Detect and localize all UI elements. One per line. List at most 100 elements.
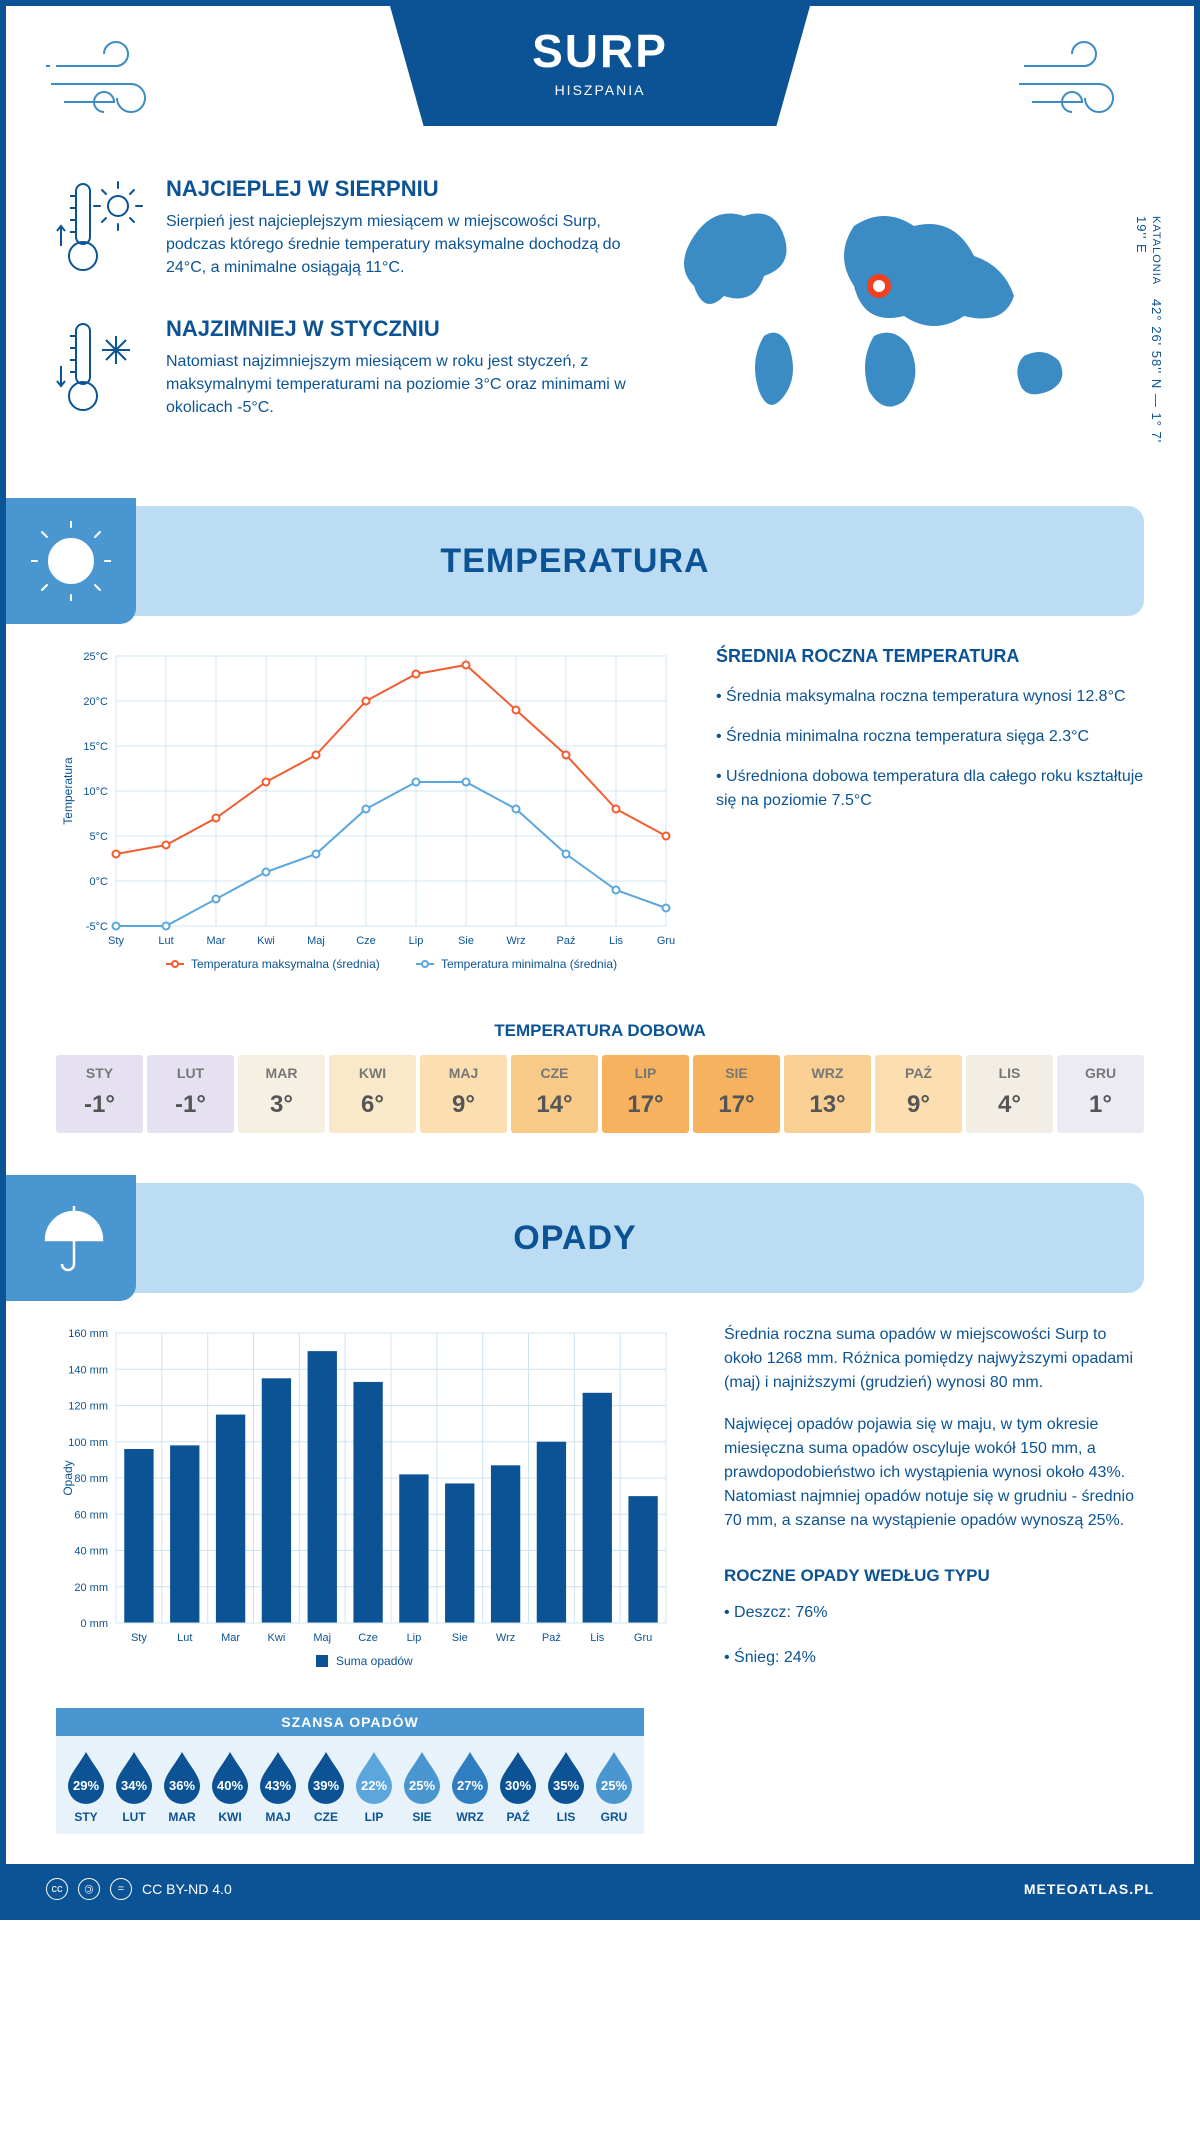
footer: cc 🄯 = CC BY-ND 4.0 METEOATLAS.PL bbox=[6, 1864, 1194, 1914]
temp-info-bullet: • Średnia maksymalna roczna temperatura … bbox=[716, 685, 1144, 709]
svg-text:Sty: Sty bbox=[131, 1632, 147, 1644]
svg-text:Suma opadów: Suma opadów bbox=[336, 1654, 413, 1668]
dobowa-cell: KWI6° bbox=[329, 1055, 416, 1133]
dobowa-cell: SIE17° bbox=[693, 1055, 780, 1133]
svg-text:Lut: Lut bbox=[177, 1632, 192, 1644]
site-name: METEOATLAS.PL bbox=[1024, 1881, 1154, 1897]
svg-text:80 mm: 80 mm bbox=[74, 1473, 108, 1485]
section-title: TEMPERATURA bbox=[440, 542, 709, 581]
svg-text:29%: 29% bbox=[73, 1778, 99, 1793]
precip-text: Średnia roczna suma opadów w miejscowośc… bbox=[724, 1323, 1144, 1395]
page-subtitle: HISZPANIA bbox=[390, 82, 810, 98]
fact-coldest: NAJZIMNIEJ W STYCZNIU Natomiast najzimni… bbox=[56, 316, 634, 426]
dobowa-cell: LUT-1° bbox=[147, 1055, 234, 1133]
thermometer-sun-icon bbox=[56, 176, 146, 286]
dobowa-cell: STY-1° bbox=[56, 1055, 143, 1133]
svg-text:40 mm: 40 mm bbox=[74, 1546, 108, 1558]
precip-text: Najwięcej opadów pojawia się w maju, w t… bbox=[724, 1413, 1144, 1533]
thermometer-snow-icon bbox=[56, 316, 146, 426]
temp-info-bullet: • Uśredniona dobowa temperatura dla całe… bbox=[716, 765, 1144, 813]
precip-type-title: ROCZNE OPADY WEDŁUG TYPU bbox=[724, 1563, 1144, 1589]
by-icon: 🄯 bbox=[78, 1878, 100, 1900]
svg-text:Maj: Maj bbox=[307, 935, 325, 947]
svg-text:120 mm: 120 mm bbox=[68, 1401, 108, 1413]
section-banner-temperature: TEMPERATURA bbox=[6, 506, 1144, 616]
svg-text:Sie: Sie bbox=[458, 935, 474, 947]
svg-text:0 mm: 0 mm bbox=[81, 1618, 109, 1630]
dobowa-cell: LIS4° bbox=[966, 1055, 1053, 1133]
fact-title: NAJCIEPLEJ W SIERPNIU bbox=[166, 176, 634, 202]
svg-text:43%: 43% bbox=[265, 1778, 291, 1793]
svg-text:25°C: 25°C bbox=[83, 651, 108, 663]
svg-text:140 mm: 140 mm bbox=[68, 1364, 108, 1376]
dobowa-cell: LIP17° bbox=[602, 1055, 689, 1133]
rain-chance-drop: 27% WRZ bbox=[448, 1750, 492, 1824]
szansa-block: SZANSA OPADÓW 29% STY 34% LUT 36% MAR 40… bbox=[56, 1708, 644, 1834]
svg-text:60 mm: 60 mm bbox=[74, 1509, 108, 1521]
fact-text: Natomiast najzimniejszym miesiącem w rok… bbox=[166, 350, 634, 420]
svg-text:0°C: 0°C bbox=[90, 876, 109, 888]
svg-text:Wrz: Wrz bbox=[506, 935, 525, 947]
dobowa-title: TEMPERATURA DOBOWA bbox=[56, 1021, 1144, 1041]
svg-text:Cze: Cze bbox=[356, 935, 376, 947]
dobowa-cell: WRZ13° bbox=[784, 1055, 871, 1133]
dobowa-cell: CZE14° bbox=[511, 1055, 598, 1133]
wind-icon bbox=[1014, 36, 1154, 126]
umbrella-icon bbox=[6, 1175, 136, 1301]
svg-text:39%: 39% bbox=[313, 1778, 339, 1793]
rain-chance-drop: 35% LIS bbox=[544, 1750, 588, 1824]
svg-text:Paź: Paź bbox=[542, 1632, 561, 1644]
svg-text:Temperatura minimalna (średnia: Temperatura minimalna (średnia) bbox=[441, 957, 617, 971]
svg-text:Lis: Lis bbox=[590, 1632, 605, 1644]
fact-text: Sierpień jest najcieplejszym miesiącem w… bbox=[166, 210, 634, 280]
svg-text:-5°C: -5°C bbox=[86, 921, 108, 933]
precip-type-rain: • Deszcz: 76% bbox=[724, 1599, 1144, 1626]
svg-text:Mar: Mar bbox=[207, 935, 226, 947]
svg-text:Paź: Paź bbox=[557, 935, 576, 947]
precip-chart: 0 mm 20 mm 40 mm 60 mm 80 mm 100 mm 120 mm 140 … bbox=[56, 1323, 684, 1688]
svg-text:Lis: Lis bbox=[609, 935, 624, 947]
svg-text:30%: 30% bbox=[505, 1778, 531, 1793]
svg-text:27%: 27% bbox=[457, 1778, 483, 1793]
sun-icon bbox=[6, 498, 136, 624]
svg-text:Lip: Lip bbox=[409, 935, 424, 947]
page-title: SURP bbox=[390, 24, 810, 78]
fact-title: NAJZIMNIEJ W STYCZNIU bbox=[166, 316, 634, 342]
svg-text:Kwi: Kwi bbox=[257, 935, 275, 947]
svg-text:160 mm: 160 mm bbox=[68, 1328, 108, 1340]
title-banner: SURP HISZPANIA bbox=[390, 6, 810, 126]
temperature-chart: -5°C0°C5°C10°C15°C20°C25°CStyLutMarKwiMa… bbox=[56, 646, 676, 991]
svg-text:100 mm: 100 mm bbox=[68, 1437, 108, 1449]
rain-chance-drop: 39% CZE bbox=[304, 1750, 348, 1824]
svg-text:5°C: 5°C bbox=[90, 831, 109, 843]
rain-chance-drop: 43% MAJ bbox=[256, 1750, 300, 1824]
svg-text:10°C: 10°C bbox=[83, 786, 108, 798]
dobowa-cell: GRU1° bbox=[1057, 1055, 1144, 1133]
svg-text:Maj: Maj bbox=[313, 1632, 331, 1644]
cc-icon: cc bbox=[46, 1878, 68, 1900]
rain-chance-drop: 30% PAŹ bbox=[496, 1750, 540, 1824]
svg-text:25%: 25% bbox=[409, 1778, 435, 1793]
svg-text:Sty: Sty bbox=[108, 935, 124, 947]
rain-chance-drop: 22% LIP bbox=[352, 1750, 396, 1824]
svg-text:Sie: Sie bbox=[452, 1632, 468, 1644]
rain-chance-drop: 25% GRU bbox=[592, 1750, 636, 1824]
svg-text:Gru: Gru bbox=[634, 1632, 652, 1644]
dobowa-cell: MAJ9° bbox=[420, 1055, 507, 1133]
svg-text:Mar: Mar bbox=[221, 1632, 240, 1644]
svg-text:34%: 34% bbox=[121, 1778, 147, 1793]
nd-icon: = bbox=[110, 1878, 132, 1900]
rain-chance-drop: 40% KWI bbox=[208, 1750, 252, 1824]
coordinates-label: KATALONIA 42° 26' 58'' N — 1° 7' 19'' E bbox=[1134, 216, 1164, 456]
svg-text:Lut: Lut bbox=[158, 935, 173, 947]
dobowa-table: STY-1°LUT-1°MAR3°KWI6°MAJ9°CZE14°LIP17°S… bbox=[56, 1055, 1144, 1133]
svg-text:Cze: Cze bbox=[358, 1632, 378, 1644]
svg-text:20 mm: 20 mm bbox=[74, 1582, 108, 1594]
svg-text:Lip: Lip bbox=[407, 1632, 422, 1644]
svg-text:20°C: 20°C bbox=[83, 696, 108, 708]
world-map: KATALONIA 42° 26' 58'' N — 1° 7' 19'' E bbox=[664, 176, 1144, 456]
fact-warmest: NAJCIEPLEJ W SIERPNIU Sierpień jest najc… bbox=[56, 176, 634, 286]
svg-text:Gru: Gru bbox=[657, 935, 675, 947]
dobowa-cell: PAŹ9° bbox=[875, 1055, 962, 1133]
temp-info-title: ŚREDNIA ROCZNA TEMPERATURA bbox=[716, 646, 1144, 667]
